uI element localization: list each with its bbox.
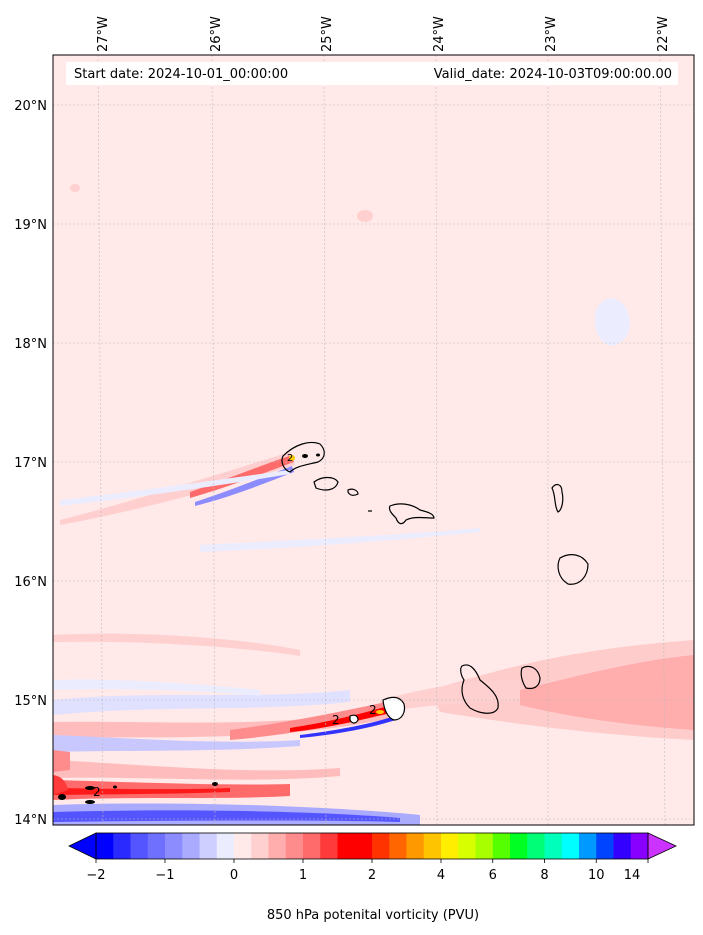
colorbar-tick-label: 4 <box>437 868 445 883</box>
colorbar-cell <box>406 833 425 859</box>
lat-label: 17°N <box>14 456 47 471</box>
colorbar-cell <box>182 833 200 859</box>
island-boa-vista <box>557 554 589 585</box>
island-brava <box>349 714 359 724</box>
wake-streak-fogo-core <box>290 705 394 732</box>
colorbar-cell <box>337 833 356 859</box>
contour-label: 2 <box>287 453 293 464</box>
colorbar-tick-label: −2 <box>86 868 105 883</box>
colorbar: −2 −1 0 1 2 4 6 8 10 14 850 hPa potenital vortici… <box>68 832 677 923</box>
colorbar-title: 850 hPa potenital vorticity (PVU) <box>267 908 479 923</box>
contour-label: 2 <box>369 703 377 717</box>
negative-pv-streak-south-1 <box>53 690 350 715</box>
lon-label: 27°W <box>96 16 111 52</box>
colorbar-cell <box>613 833 632 859</box>
pv-contours-strong <box>58 453 384 804</box>
island-sal <box>551 483 564 513</box>
colorbar-tick-label: 10 <box>588 868 605 883</box>
island-santiago <box>460 664 499 714</box>
colorbar-cell <box>596 833 614 859</box>
map-plot-area: 2 2 2 2 <box>53 55 694 825</box>
colorbar-cell <box>354 833 373 859</box>
colorbar-cell <box>303 833 321 859</box>
lon-label: 24°W <box>432 16 447 52</box>
lat-label: 15°N <box>14 694 47 709</box>
colorbar-cell <box>389 833 407 859</box>
island-sao-nicolau <box>388 503 435 525</box>
colorbar-cell <box>441 833 459 859</box>
colorbar-cell <box>285 833 304 859</box>
map-frame <box>52 54 695 826</box>
wake-streak-north-core <box>190 455 294 498</box>
island-maio <box>520 665 541 690</box>
island-fogo <box>382 696 406 721</box>
colorbar-cell <box>251 833 269 859</box>
colorbar-cell <box>510 833 528 859</box>
lon-label: 25°W <box>320 16 335 52</box>
longitude-labels: 27°W 26°W 25°W 24°W 23°W 22°W <box>96 16 671 52</box>
lat-label: 19°N <box>14 218 47 233</box>
lat-label: 16°N <box>14 575 47 590</box>
positive-pv-streak-south-1 <box>53 708 392 738</box>
colorbar-cell <box>544 833 563 859</box>
colorbar-underflow-triangle <box>68 832 97 860</box>
colorbar-cell <box>96 833 114 859</box>
positive-pv-band-mid <box>380 680 520 712</box>
valid-date-text: Valid_date: 2024-10-03T09:00:00.00 <box>434 67 672 82</box>
colorbar-cell <box>199 833 218 859</box>
date-header-box <box>66 62 678 85</box>
colorbar-cell <box>630 833 649 859</box>
negative-pv-streak-south-2 <box>53 735 300 752</box>
lon-label: 23°W <box>544 16 559 52</box>
negative-pv-patch-northeast <box>594 298 630 346</box>
colorbar-tick-label: −1 <box>155 868 174 883</box>
colorbar-tick-label: 8 <box>540 868 548 883</box>
wake-streak-fogo <box>230 700 398 740</box>
colorbar-cell <box>320 833 338 859</box>
colorbar-cell <box>372 833 390 859</box>
positive-pv-streak-south-2 <box>53 760 340 780</box>
lon-label: 26°W <box>209 16 224 52</box>
colorbar-cell <box>561 833 580 859</box>
colorbar-cell <box>475 833 494 859</box>
colorbar-cell <box>216 833 235 859</box>
positive-pv-band-east-core <box>520 655 694 730</box>
colorbar-tick-label: 14 <box>624 868 641 883</box>
island-sao-vicente <box>313 476 339 491</box>
island-santo-antao <box>281 441 325 473</box>
graticule <box>53 55 694 825</box>
colorbar-cell <box>147 833 166 859</box>
island-santa-luzia <box>347 488 359 496</box>
latitude-labels: 20°N 19°N 18°N 17°N 16°N 15°N 14°N <box>14 99 47 828</box>
wake-streak-fogo-negative <box>300 716 396 738</box>
contour-label: 2 <box>332 713 340 727</box>
colorbar-tick-label: 6 <box>489 868 497 883</box>
colorbar-cell <box>165 833 183 859</box>
start-date-text: Start date: 2024-10-01_00:00:00 <box>74 67 288 82</box>
colorbar-cell <box>458 833 476 859</box>
colorbar-cell <box>579 833 597 859</box>
colorbar-tick-label: 0 <box>230 868 238 883</box>
contour-label: 2 <box>93 785 101 799</box>
colorbar-cell <box>423 833 442 859</box>
colorbar-cell <box>492 833 511 859</box>
colorbar-cell <box>130 833 149 859</box>
colorbar-tick-label: 1 <box>299 868 307 883</box>
colorbar-cell <box>527 833 545 859</box>
lat-label: 14°N <box>14 813 47 828</box>
lat-label: 20°N <box>14 99 47 114</box>
positive-pv-streak-south-4 <box>53 788 230 795</box>
colorbar-tick-label: 2 <box>368 868 376 883</box>
coastlines <box>281 441 589 714</box>
pv-contour-labels: 2 2 2 2 <box>93 453 377 799</box>
colorbar-cell <box>234 833 252 859</box>
colorbar-overflow-triangle <box>647 832 677 860</box>
lon-label: 22°W <box>656 16 671 52</box>
colorbar-cell <box>113 833 131 859</box>
lat-label: 18°N <box>14 337 47 352</box>
colorbar-cell <box>268 833 287 859</box>
